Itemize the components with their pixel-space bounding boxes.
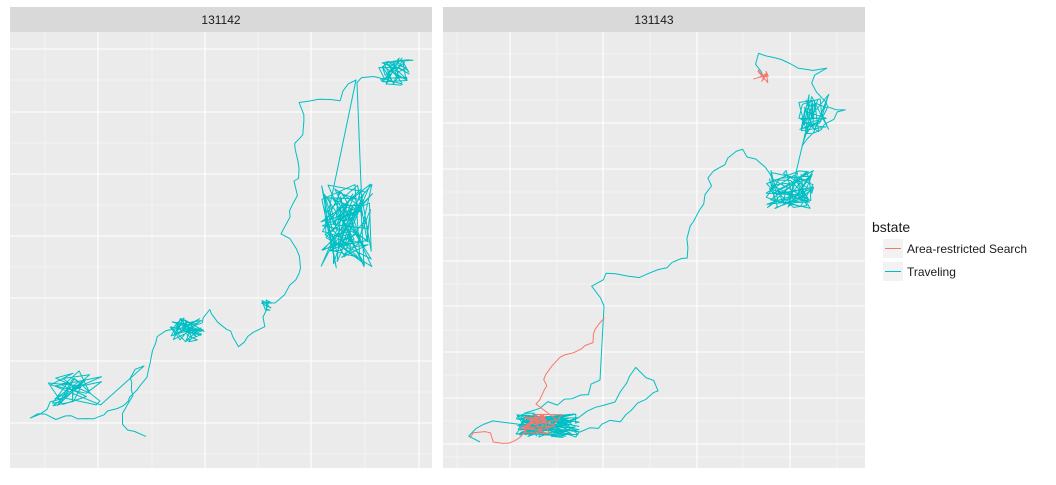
track-131143-area-restricted-search-ne [753,69,769,84]
panel-tracks-131142 [29,57,414,437]
track-131143-area-restricted-search [469,317,605,444]
facet-strip-label-131143: 131143 [634,13,673,27]
facet-panel-131142: 131142 [10,7,432,468]
legend-entry-area-restricted-search: Area-restricted Search [883,239,1027,258]
legend-entry-traveling: Traveling [883,262,956,281]
facet-strip-131142 [10,7,432,32]
legend-label-area-restricted-search: Area-restricted Search [907,242,1027,256]
panel-tracks-131143 [468,52,846,444]
panel-background-131143 [443,32,865,468]
panel-grid-131142 [10,32,432,468]
panel-background-131142 [10,32,432,468]
legend-label-traveling: Traveling [907,265,956,279]
facet-strip-label-131142: 131142 [201,13,240,27]
facet-panel-131143: 131143 [443,7,865,468]
track-131142-traveling [29,57,414,437]
facet-strip-131143 [443,7,865,32]
legend-title: bstate [872,219,910,235]
legend: bstate Area-restricted Search Traveling [872,219,1027,281]
